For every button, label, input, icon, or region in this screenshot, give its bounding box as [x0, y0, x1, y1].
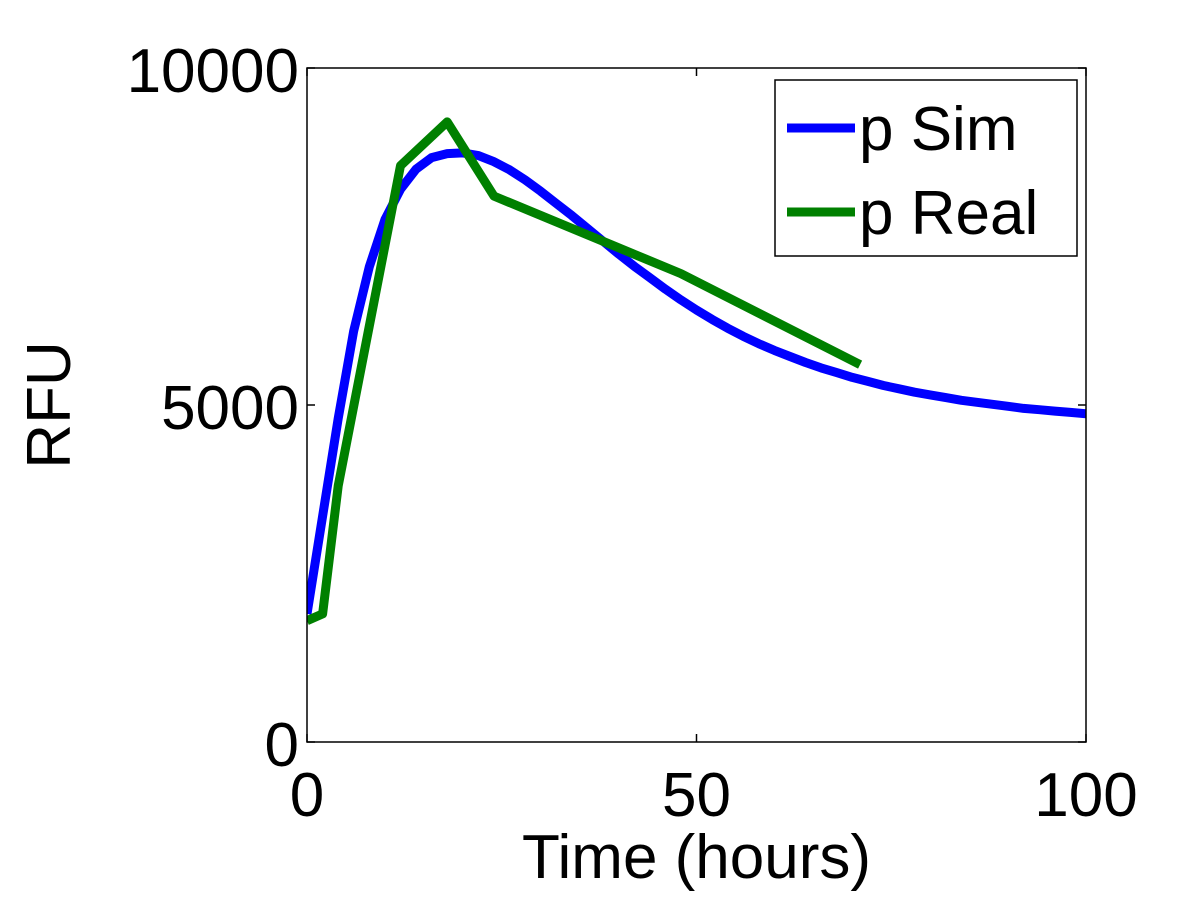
legend-label-2: p Real [859, 179, 1038, 248]
axis-ticks: 0 50 100 0 5000 10000 [127, 37, 1138, 830]
y-axis-label: RFU [15, 341, 84, 468]
y-tick-label: 0 [265, 711, 299, 780]
x-axis-label: Time (hours) [522, 823, 871, 892]
series-line-2 [307, 117, 863, 625]
x-tick-label: 100 [1034, 761, 1137, 830]
plot-area [307, 117, 1086, 625]
legend-box [774, 79, 1078, 257]
y-tick-label: 10000 [127, 37, 299, 106]
legend-label-1: p Sim [859, 95, 1017, 164]
y-tick-label: 5000 [161, 374, 299, 443]
series-line-1 [307, 148, 1086, 615]
series-lines [307, 117, 1086, 625]
legend: p Sim p Real [774, 79, 1078, 257]
x-tick-label: 50 [662, 761, 731, 830]
x-tick-label: 0 [290, 761, 324, 830]
